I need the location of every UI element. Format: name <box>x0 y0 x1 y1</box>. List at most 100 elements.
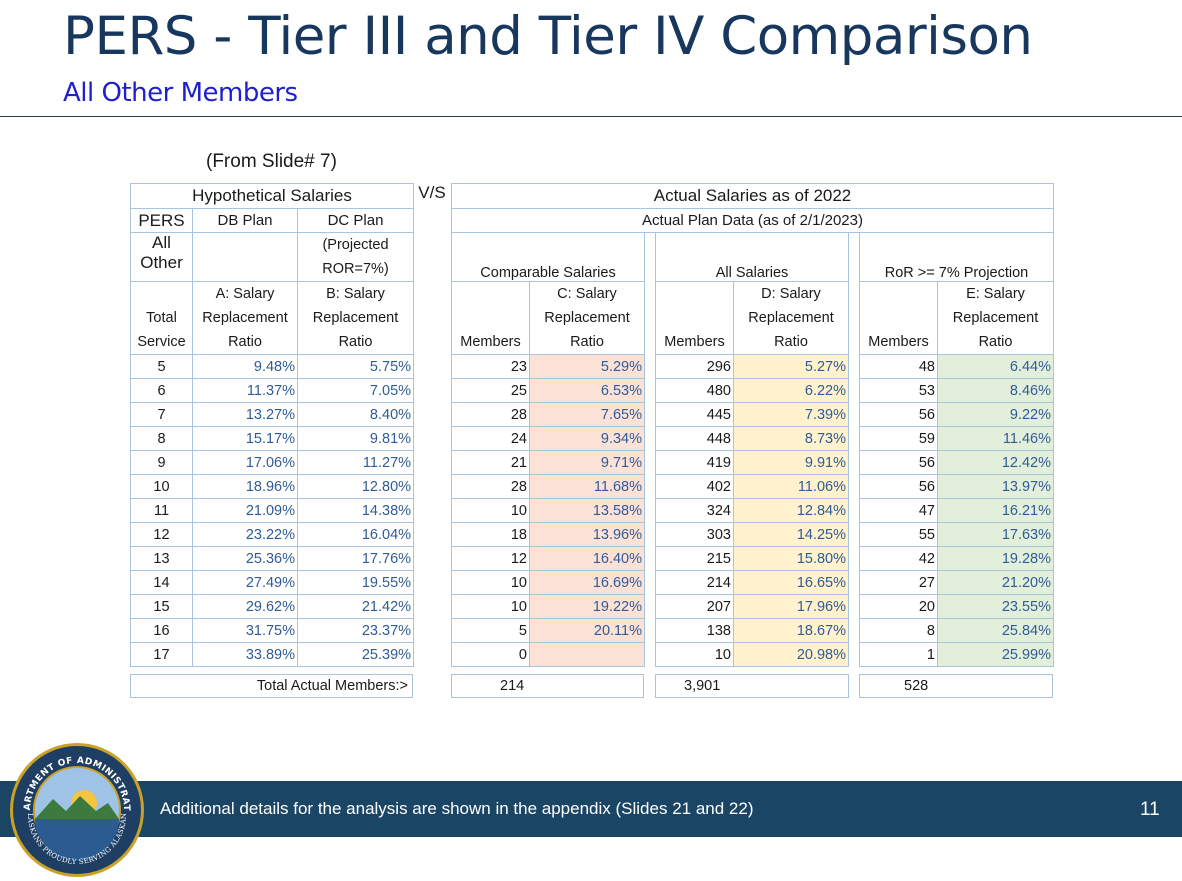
ratio-c-cell: 19.22% <box>529 594 645 619</box>
gap <box>645 499 656 523</box>
actual-salaries-table: Actual Salaries as of 2022 Actual Plan D… <box>450 183 1055 667</box>
members-c-cell: 10 <box>451 570 530 595</box>
page-title: PERS - Tier III and Tier IV Comparison <box>63 6 1033 67</box>
ratio-a-cell: 11.37% <box>192 378 298 403</box>
ratio-a-cell: 31.75% <box>192 618 298 643</box>
footer-note: Additional details for the analysis are … <box>160 799 754 818</box>
totals-label: Total Actual Members:> <box>130 674 413 698</box>
members-e-cell: 47 <box>859 498 938 523</box>
members-c-cell: 25 <box>451 378 530 403</box>
ratio-c-cell: 6.53% <box>529 378 645 403</box>
ratio-e-cell: 11.46% <box>936 426 1055 451</box>
gap <box>849 499 860 523</box>
ratio-b-cell: 7.05% <box>296 378 415 403</box>
gap <box>645 619 656 643</box>
db-plan-header: DB Plan <box>192 208 298 233</box>
ratio-c-cell: 16.40% <box>529 546 645 571</box>
service-years-cell: 10 <box>130 474 193 499</box>
ratio-e-cell: 23.55% <box>936 594 1055 619</box>
ratio-a-cell: 9.48% <box>192 354 298 379</box>
table-row: 10 19.22% 207 17.96% 20 23.55% <box>451 594 1055 619</box>
actual-header: Actual Salaries as of 2022 <box>450 183 1055 209</box>
group-comparable: Comparable Salaries <box>451 232 645 282</box>
group-ror-projection: RoR >= 7% Projection <box>858 232 1055 282</box>
members-e-cell: 53 <box>859 378 938 403</box>
table-row: 12 16.40% 215 15.80% 42 19.28% <box>451 546 1055 571</box>
table-row: 28 7.65% 445 7.39% 56 9.22% <box>451 402 1055 427</box>
ratio-b-cell: 11.27% <box>296 450 415 475</box>
seal-water <box>35 819 119 861</box>
ratio-d-cell: 18.67% <box>733 618 849 643</box>
total-all-members: 3,901 <box>655 674 849 698</box>
ratio-e-cell: 9.22% <box>936 402 1055 427</box>
ratio-b-cell: 19.55% <box>296 570 415 595</box>
ratio-e-cell: 19.28% <box>936 546 1055 571</box>
ratio-e-cell: 6.44% <box>936 354 1055 379</box>
table-row: 10 13.58% 324 12.84% 47 16.21% <box>451 498 1055 523</box>
ratio-d-cell: 8.73% <box>733 426 849 451</box>
gap <box>645 451 656 475</box>
actual-subheader: Actual Plan Data (as of 2/1/2023) <box>450 208 1055 233</box>
ratio-b-cell: 23.37% <box>296 618 415 643</box>
ratio-b-cell: 12.80% <box>296 474 415 499</box>
gap <box>849 475 860 499</box>
ratio-e-cell: 21.20% <box>936 570 1055 595</box>
hypothetical-salaries-table: Hypothetical Salaries PERS DB Plan DC Pl… <box>129 183 415 667</box>
ratio-a-cell: 23.22% <box>192 522 298 547</box>
gap <box>645 282 656 355</box>
service-years-cell: 14 <box>130 570 193 595</box>
table-row: 23 5.29% 296 5.27% 48 6.44% <box>451 354 1055 379</box>
table-row: 24 9.34% 448 8.73% 59 11.46% <box>451 426 1055 451</box>
members-c-cell: 12 <box>451 546 530 571</box>
gap <box>849 282 860 355</box>
members-e-cell: 20 <box>859 594 938 619</box>
ratio-a-cell: 25.36% <box>192 546 298 571</box>
table-row: 10 18.96% 12.80% <box>130 474 415 499</box>
ratio-a-cell: 21.09% <box>192 498 298 523</box>
gap <box>645 403 656 427</box>
pers-label-2: All Other <box>130 232 193 282</box>
table-row: 8 15.17% 9.81% <box>130 426 415 451</box>
gap <box>645 475 656 499</box>
ratio-c-cell: 13.96% <box>529 522 645 547</box>
members-c-cell: 5 <box>451 618 530 643</box>
members-e-cell: 56 <box>859 402 938 427</box>
members-c-cell: 28 <box>451 402 530 427</box>
gap <box>645 355 656 379</box>
ratio-a-cell: 13.27% <box>192 402 298 427</box>
ratio-a-cell: 27.49% <box>192 570 298 595</box>
gap <box>849 643 860 667</box>
ratio-c-cell: 16.69% <box>529 570 645 595</box>
members-d-cell: 296 <box>655 354 734 379</box>
gap <box>645 547 656 571</box>
ratio-d-cell: 6.22% <box>733 378 849 403</box>
total-comparable-members: 214 <box>451 674 644 698</box>
table-row: 18 13.96% 303 14.25% 55 17.63% <box>451 522 1055 547</box>
ratio-e-cell: 12.42% <box>936 450 1055 475</box>
table-row: 11 21.09% 14.38% <box>130 498 415 523</box>
ratio-d-cell: 15.80% <box>733 546 849 571</box>
members-d-cell: 419 <box>655 450 734 475</box>
ratio-e-cell: 25.84% <box>936 618 1055 643</box>
ratio-b-cell: 25.39% <box>296 642 415 667</box>
seal-mountains <box>35 796 119 819</box>
ratio-c-cell: 9.71% <box>529 450 645 475</box>
members-e-cell: 56 <box>859 450 938 475</box>
table-row: 7 13.27% 8.40% <box>130 402 415 427</box>
ratio-c-cell: 7.65% <box>529 402 645 427</box>
ratio-d-cell: 17.96% <box>733 594 849 619</box>
members-e-header: Members <box>859 281 938 355</box>
ratio-a-cell: 17.06% <box>192 450 298 475</box>
ratio-b-cell: 5.75% <box>296 354 415 379</box>
members-d-header: Members <box>655 281 734 355</box>
ratio-e-cell: 8.46% <box>936 378 1055 403</box>
ratio-d-cell: 20.98% <box>733 642 849 667</box>
table-row: 15 29.62% 21.42% <box>130 594 415 619</box>
ratio-a-cell: 29.62% <box>192 594 298 619</box>
service-years-cell: 17 <box>130 642 193 667</box>
members-e-cell: 8 <box>859 618 938 643</box>
members-d-cell: 138 <box>655 618 734 643</box>
table-row: 25 6.53% 480 6.22% 53 8.46% <box>451 378 1055 403</box>
ratio-d-cell: 14.25% <box>733 522 849 547</box>
members-d-cell: 448 <box>655 426 734 451</box>
